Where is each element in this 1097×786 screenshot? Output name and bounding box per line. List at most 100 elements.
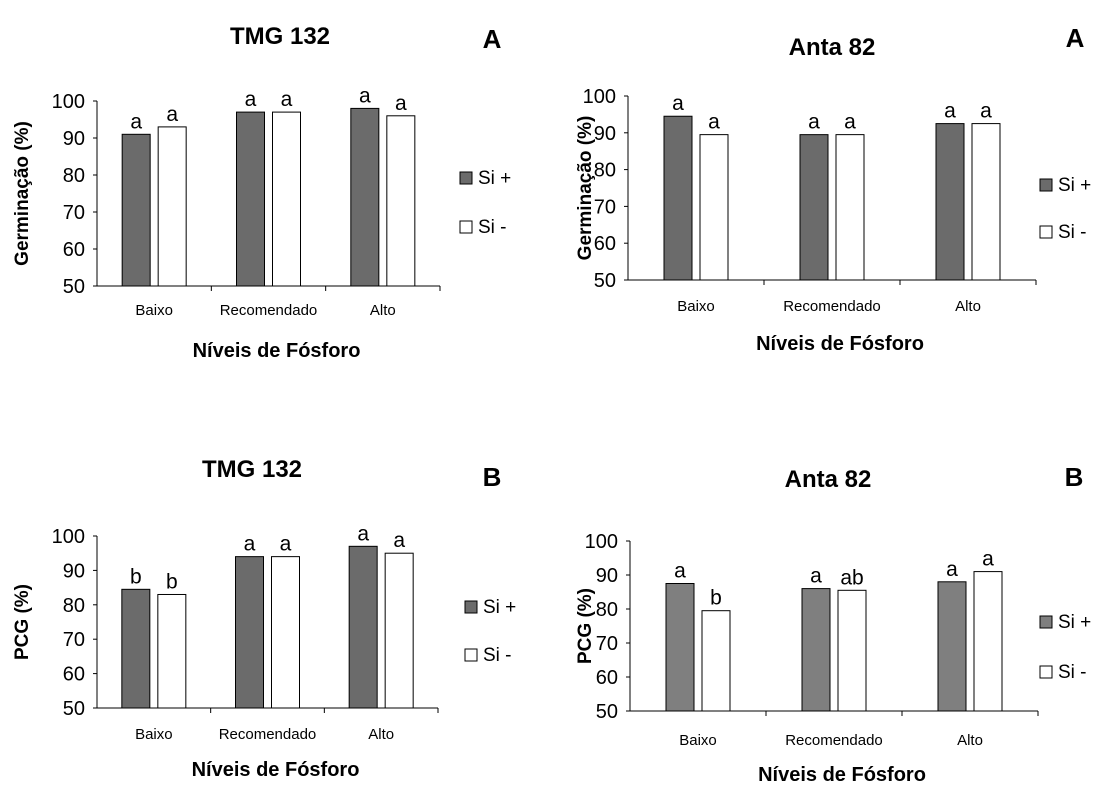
data-label: a <box>946 558 958 581</box>
y-tick-label: 90 <box>63 128 85 150</box>
y-tick-label: 60 <box>596 667 618 689</box>
x-tick-label: Baixo <box>679 732 717 749</box>
y-tick-label: 90 <box>63 560 85 582</box>
bar-si-plus <box>663 115 693 281</box>
y-tick-label: 70 <box>594 196 616 218</box>
legend-swatch <box>464 600 478 614</box>
y-tick-label: 80 <box>596 599 618 621</box>
legend-swatch <box>459 171 473 185</box>
data-label: b <box>166 570 178 593</box>
legend-label: Si - <box>1058 222 1087 243</box>
bar-si-minus <box>272 111 301 287</box>
data-label: a <box>672 92 684 115</box>
y-tick-label: 50 <box>594 270 616 292</box>
bar-si-plus <box>121 588 151 709</box>
y-tick-label: 70 <box>63 202 85 224</box>
y-axis-label: PCG (%) <box>575 588 596 664</box>
chart-panel-anta82-germinacao: Anta 82 A 50 60 70 80 90 100 Baixo a a Recomendado a… <box>548 0 1097 393</box>
legend-swatch <box>459 220 473 234</box>
data-label: a <box>280 533 292 556</box>
bar-si-plus <box>350 107 380 287</box>
data-label: a <box>980 100 992 123</box>
bar-si-minus <box>701 610 731 712</box>
y-tick-label: 100 <box>52 91 85 113</box>
bar-si-minus <box>157 593 187 709</box>
y-tick-label: 70 <box>63 629 85 651</box>
y-tick-label: 100 <box>52 526 85 548</box>
x-axis-label: Níveis de Fósforo <box>758 764 926 786</box>
y-tick-label: 70 <box>596 633 618 655</box>
x-tick-label: Recomendado <box>785 732 883 749</box>
legend-label: Si + <box>483 597 516 618</box>
data-label: a <box>393 529 405 552</box>
x-tick-label: Alto <box>368 726 394 743</box>
bar-chart-svg: TMG 132 B 50 60 70 80 90 100 Baixo b b Recomendado a… <box>12 456 516 781</box>
legend-label: Si - <box>483 645 512 666</box>
bar-si-minus <box>386 115 416 287</box>
bar-si-plus <box>935 123 965 281</box>
x-tick-label: Alto <box>957 732 983 749</box>
x-axis-label: Níveis de Fósforo <box>192 759 360 781</box>
data-label: a <box>130 110 142 133</box>
legend-swatch <box>1039 665 1053 679</box>
chart-title: Anta 82 <box>785 466 872 493</box>
x-tick-label: Recomendado <box>219 726 317 743</box>
data-label: a <box>245 88 257 111</box>
data-label: a <box>359 84 371 107</box>
legend-label: Si + <box>1058 175 1091 196</box>
bar-si-plus <box>801 588 831 712</box>
bar-si-minus <box>271 556 300 709</box>
bar-si-plus <box>348 545 378 709</box>
bar-si-minus <box>835 134 865 281</box>
legend-label: Si + <box>478 168 511 189</box>
data-label: a <box>944 100 956 123</box>
bar-chart-svg: Anta 82 A 50 60 70 80 90 100 Baixo a a Recomendado a… <box>575 23 1091 355</box>
data-label: a <box>281 88 293 111</box>
panel-letter: B <box>483 462 502 492</box>
y-tick-label: 50 <box>63 276 85 298</box>
bar-si-minus <box>971 123 1001 281</box>
y-tick-label: 90 <box>594 123 616 145</box>
data-label: a <box>982 548 994 571</box>
panel-letter: A <box>483 24 502 54</box>
y-tick-label: 80 <box>594 160 616 182</box>
data-label: a <box>808 111 820 134</box>
chart-title: Anta 82 <box>789 34 876 61</box>
bar-si-plus <box>235 556 264 709</box>
data-label: a <box>244 533 256 556</box>
chart-panel-tmg132-germinacao: TMG 132 A 50 60 70 80 90 100 Baixo a a Recomendado a… <box>0 0 548 393</box>
y-tick-label: 100 <box>583 86 616 108</box>
y-tick-label: 50 <box>63 698 85 720</box>
x-tick-label: Baixo <box>135 302 173 319</box>
y-tick-label: 80 <box>63 595 85 617</box>
bar-si-minus <box>384 552 414 709</box>
panel-letter: B <box>1065 462 1084 492</box>
chart-title: TMG 132 <box>202 456 302 483</box>
chart-title: TMG 132 <box>230 23 330 50</box>
x-tick-label: Recomendado <box>783 298 881 315</box>
y-tick-label: 60 <box>63 664 85 686</box>
panel-letter: A <box>1066 23 1085 53</box>
data-label: a <box>674 560 686 583</box>
y-axis-label: Germinação (%) <box>12 121 33 266</box>
y-axis-label: PCG (%) <box>12 584 33 660</box>
bar-chart-svg: Anta 82 B5060708090100BaixoabRecomendadoa… <box>575 462 1091 786</box>
bar-chart-svg: TMG 132 A 50 60 70 80 90 100 Baixo a a Recomendado a… <box>12 23 511 362</box>
bar-si-plus <box>937 581 967 712</box>
legend-label: Si - <box>478 217 507 238</box>
x-axis-label: Níveis de Fósforo <box>756 333 924 355</box>
y-tick-label: 50 <box>596 701 618 723</box>
chart-panel-tmg132-pcg: TMG 132 B 50 60 70 80 90 100 Baixo b b Recomendado a… <box>0 393 548 786</box>
bar-si-minus <box>837 589 867 712</box>
chart-panel-anta82-pcg: Anta 82 B 50 60 70 80 90 100 Baixo a b Recomendado a… <box>548 393 1097 786</box>
y-tick-label: 90 <box>596 565 618 587</box>
bar-si-plus <box>665 583 695 712</box>
data-label: b <box>130 565 142 588</box>
y-tick-label: 80 <box>63 165 85 187</box>
x-tick-label: Alto <box>955 298 981 315</box>
data-label: a <box>166 103 178 126</box>
legend-swatch <box>1039 225 1053 239</box>
bar-si-minus <box>699 134 729 281</box>
bar-si-plus <box>799 134 829 281</box>
legend-label: Si - <box>1058 662 1087 683</box>
